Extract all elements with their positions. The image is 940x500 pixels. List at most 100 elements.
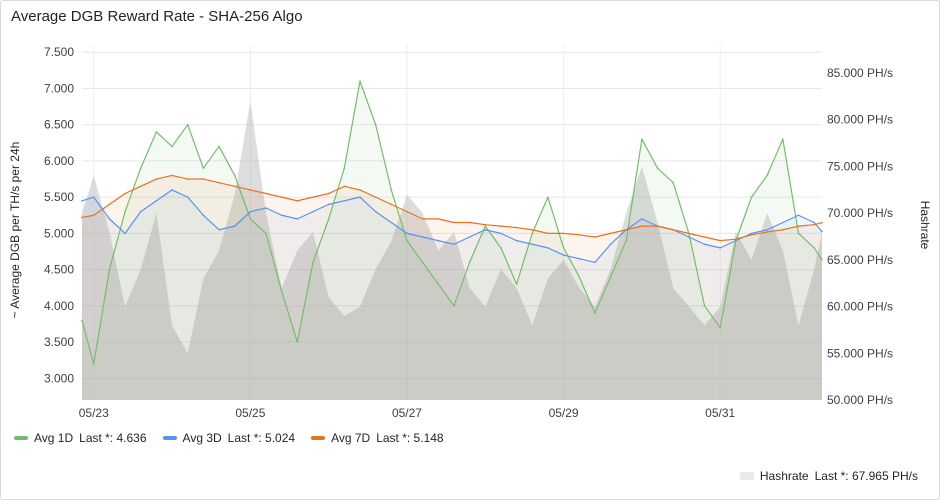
data-point bbox=[139, 210, 142, 213]
data-point bbox=[139, 185, 142, 188]
data-point bbox=[515, 239, 518, 242]
data-point bbox=[186, 178, 189, 180]
data-point bbox=[390, 189, 393, 191]
x-tick-label: 05/23 bbox=[79, 406, 109, 420]
legend-last-value: Last *: 5.148 bbox=[376, 431, 444, 445]
legend-swatch-icon bbox=[162, 436, 177, 440]
series-line-layer bbox=[81, 80, 823, 365]
y-right-tick-label: 50.000 PH/s bbox=[827, 393, 893, 407]
data-point bbox=[81, 199, 83, 202]
x-tick-label: 05/27 bbox=[392, 406, 422, 420]
data-point bbox=[515, 226, 518, 229]
data-point bbox=[703, 305, 706, 307]
y-right-tick-label: 70.000 PH/s bbox=[827, 206, 893, 220]
data-point bbox=[312, 196, 314, 198]
data-point bbox=[343, 199, 346, 202]
data-point bbox=[249, 218, 252, 220]
data-point bbox=[672, 181, 675, 184]
data-point bbox=[797, 225, 800, 227]
data-point bbox=[468, 221, 471, 224]
data-point bbox=[327, 192, 330, 195]
x-tick-label: 05/31 bbox=[705, 406, 735, 420]
data-point bbox=[562, 232, 565, 235]
legend-item-avg-3d[interactable]: Avg 3D Last *: 5.024 bbox=[162, 431, 296, 445]
legend-swatch-icon bbox=[14, 436, 28, 440]
data-point bbox=[594, 261, 596, 264]
legend-item-hashrate[interactable]: Hashrate Last *: 67.965 PH/s bbox=[739, 469, 918, 483]
data-point bbox=[672, 228, 675, 231]
data-point bbox=[703, 236, 706, 238]
data-point bbox=[296, 218, 299, 220]
data-point bbox=[92, 214, 95, 217]
data-point bbox=[735, 239, 737, 242]
series-fill-layer bbox=[82, 81, 822, 400]
y-left-tick-label: 7.000 bbox=[44, 81, 74, 95]
data-point bbox=[312, 210, 314, 213]
data-point bbox=[500, 225, 502, 227]
data-point bbox=[171, 145, 173, 148]
data-point bbox=[218, 228, 220, 231]
data-point bbox=[656, 167, 659, 169]
data-point bbox=[124, 192, 126, 195]
data-point bbox=[437, 218, 440, 220]
legend-last-value: Last *: 4.636 bbox=[79, 431, 147, 445]
data-point bbox=[155, 199, 158, 202]
data-point bbox=[782, 228, 784, 231]
data-point bbox=[719, 247, 722, 249]
data-point bbox=[625, 228, 628, 231]
data-point bbox=[406, 239, 408, 242]
legend-label: Avg 1D bbox=[34, 431, 74, 445]
data-point bbox=[813, 247, 815, 249]
data-point bbox=[327, 218, 330, 220]
y-right-tick-label: 60.000 PH/s bbox=[827, 300, 893, 314]
data-point bbox=[421, 218, 424, 220]
x-tick-label: 05/25 bbox=[235, 406, 265, 420]
data-point bbox=[625, 239, 628, 242]
legend-label: Hashrate bbox=[759, 469, 809, 483]
data-point bbox=[578, 257, 581, 260]
data-point bbox=[531, 228, 534, 231]
data-point bbox=[390, 221, 393, 224]
data-point bbox=[562, 254, 565, 256]
data-point bbox=[609, 243, 612, 246]
data-point bbox=[719, 239, 722, 242]
data-point bbox=[797, 214, 800, 217]
data-point bbox=[359, 80, 361, 83]
legend-item-avg-7d[interactable]: Avg 7D Last *: 5.148 bbox=[311, 431, 444, 445]
data-point bbox=[813, 223, 815, 226]
data-point bbox=[390, 203, 393, 206]
data-point bbox=[609, 276, 612, 278]
data-point bbox=[547, 232, 549, 235]
data-point bbox=[218, 181, 220, 184]
data-point bbox=[81, 319, 83, 322]
data-point bbox=[186, 123, 189, 126]
data-point bbox=[609, 232, 612, 235]
data-point bbox=[453, 305, 455, 307]
data-point bbox=[343, 185, 346, 188]
data-point bbox=[688, 232, 690, 235]
data-point bbox=[547, 247, 549, 249]
data-point bbox=[750, 234, 753, 236]
data-point bbox=[750, 196, 753, 198]
legend: Avg 1D Last *: 4.636 Avg 3D Last *: 5.02… bbox=[14, 431, 444, 445]
panel-title[interactable]: Average DGB Reward Rate - SHA-256 Algo bbox=[11, 8, 303, 25]
y-left-tick-label: 4.000 bbox=[44, 299, 74, 313]
legend-label: Avg 7D bbox=[331, 431, 371, 445]
y-right-tick-label: 80.000 PH/s bbox=[827, 113, 893, 127]
data-point bbox=[821, 221, 823, 224]
data-point bbox=[359, 196, 361, 198]
data-point bbox=[233, 174, 236, 177]
series-fill-avg-1d bbox=[82, 81, 822, 400]
data-point bbox=[108, 203, 111, 206]
data-point bbox=[124, 232, 126, 235]
legend-last-value: Last *: 5.024 bbox=[227, 431, 296, 445]
data-point bbox=[92, 362, 95, 365]
y-axis-right-label: Hashrate bbox=[918, 201, 932, 250]
data-point bbox=[171, 174, 173, 177]
data-point bbox=[813, 221, 815, 224]
data-point bbox=[202, 167, 205, 169]
legend-item-avg-1d[interactable]: Avg 1D Last *: 4.636 bbox=[14, 431, 147, 445]
grid-lines bbox=[82, 45, 822, 400]
data-point bbox=[766, 228, 768, 231]
